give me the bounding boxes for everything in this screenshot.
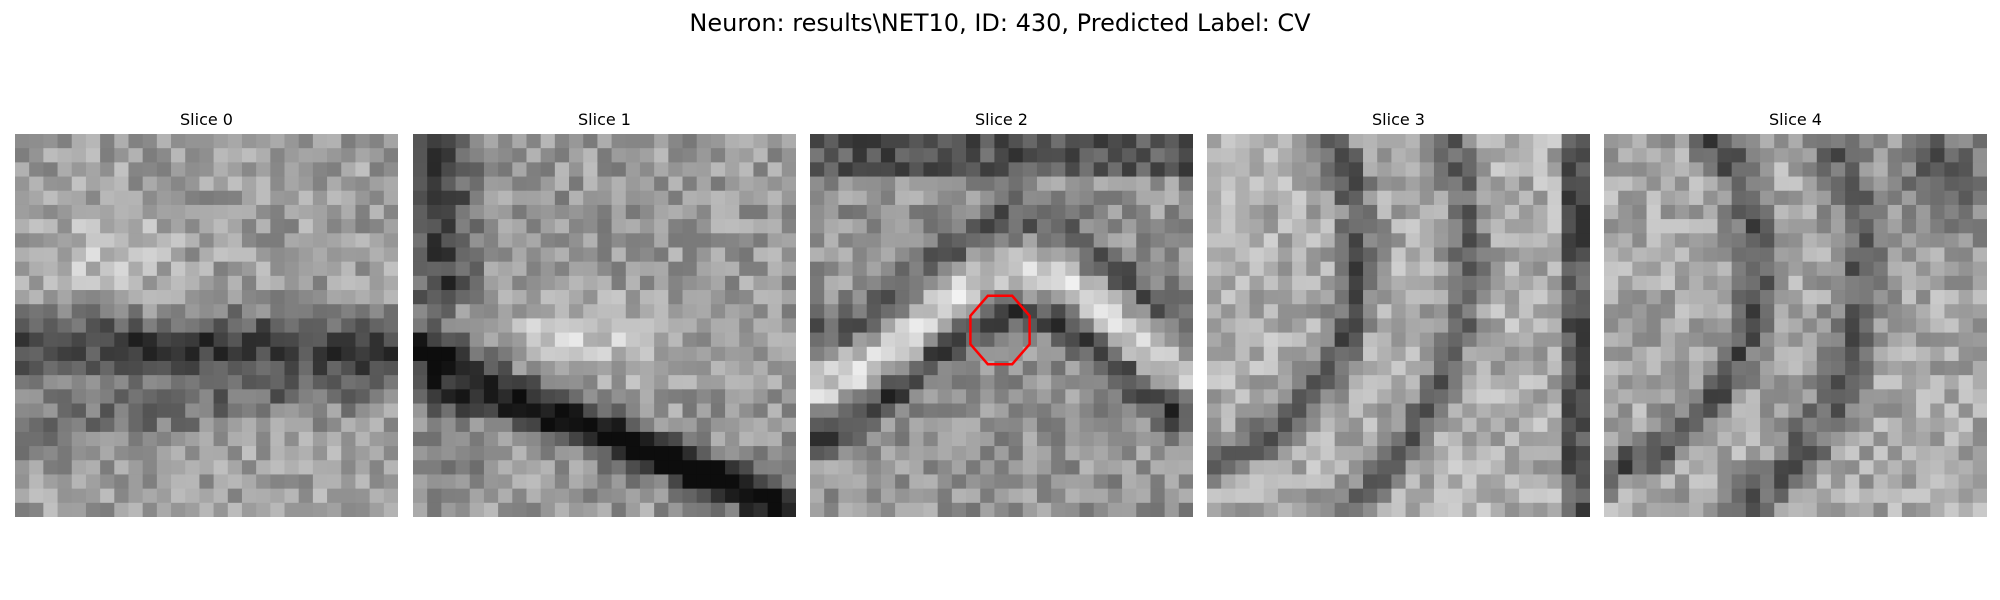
- slice-panel-4: Slice 4: [1604, 108, 1987, 518]
- slice-panel-2: Slice 2: [810, 108, 1193, 518]
- slice-image-4: [1604, 134, 1987, 517]
- slice-panel-3: Slice 3: [1207, 108, 1590, 518]
- slice-panel-0: Slice 0: [15, 108, 398, 518]
- figure-title: Neuron: results\NET10, ID: 430, Predicte…: [689, 9, 1311, 37]
- slice-panel-1: Slice 1: [413, 108, 796, 518]
- roi-outline: [969, 294, 1031, 366]
- slice-title: Slice 3: [1372, 110, 1425, 129]
- slice-image-1: [413, 134, 796, 517]
- slice-title: Slice 1: [578, 110, 631, 129]
- slice-image-0: [15, 134, 398, 517]
- slice-title: Slice 2: [975, 110, 1028, 129]
- slice-title: Slice 0: [180, 110, 233, 129]
- slice-title: Slice 4: [1769, 110, 1822, 129]
- slice-image-2: [810, 134, 1193, 517]
- slice-image-3: [1207, 134, 1590, 517]
